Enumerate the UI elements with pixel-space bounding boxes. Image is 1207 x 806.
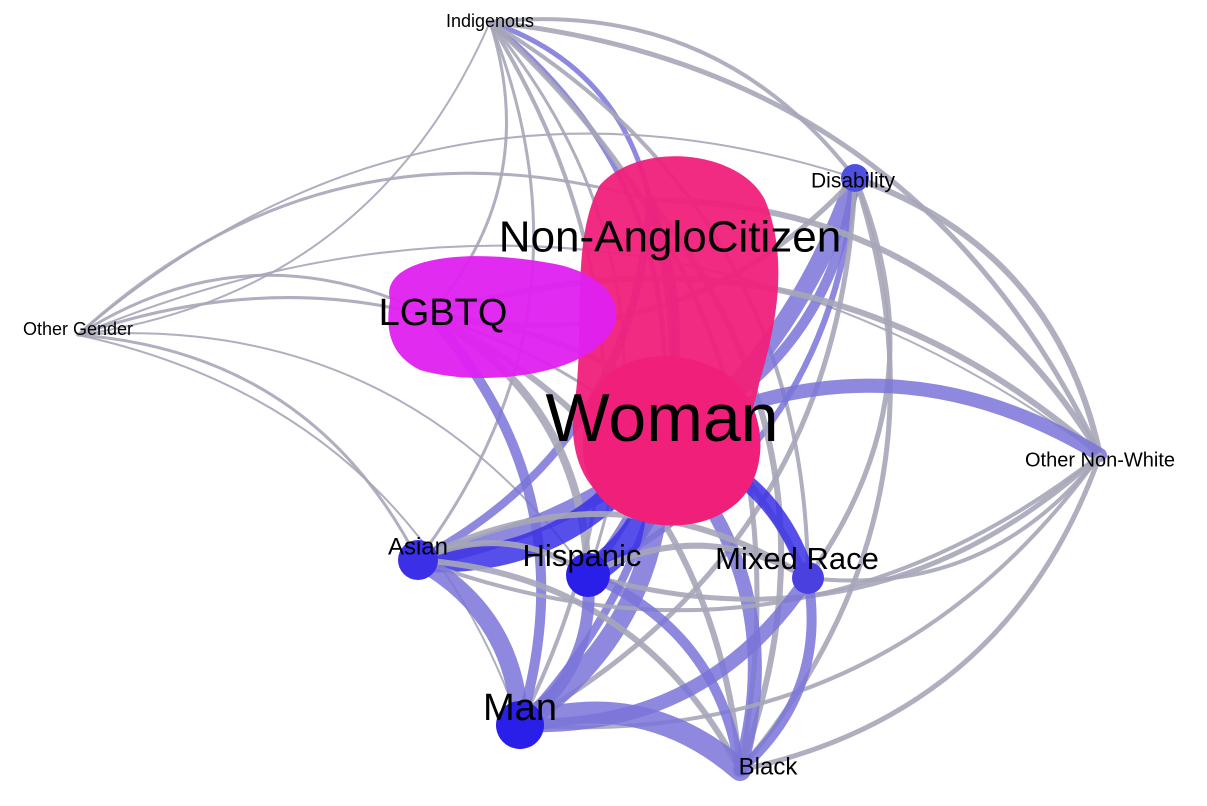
edge [487,19,1103,458]
node-label: Black [739,753,799,780]
man-node [496,701,544,749]
edge [585,452,1103,602]
edge [518,453,1102,730]
edge [488,17,857,180]
edge [77,334,521,726]
edge [806,453,1102,583]
woman-blob [582,356,761,526]
node-label: LGBTQ [379,292,508,334]
edge [415,557,743,773]
hispanic-node [566,553,610,597]
node-label: Woman [545,380,778,456]
edge [409,551,529,734]
node-blobs [388,156,869,749]
disability-node [841,164,869,192]
node-label: Mixed Race [715,541,879,576]
edge [737,452,1103,773]
edges [76,17,1107,781]
lgbtq-blob [388,256,617,378]
edge [852,175,1103,458]
edge [77,21,491,336]
asian-node [398,540,438,580]
edge [76,171,652,337]
edge [735,573,817,775]
labels: Indigenous Disability Non-AngloCitizen L… [23,11,1175,781]
node-label: Indigenous [446,11,534,31]
node-label: Non-AngloCitizen [499,213,841,262]
node-label: Asian [388,533,448,560]
edge [583,570,745,775]
edge [76,333,420,562]
edge [585,542,811,581]
node-label: Disability [811,170,896,193]
edge [416,453,1102,613]
node-label: Man [483,687,557,729]
node-label: Other Gender [23,319,133,339]
node-label: Other Non-White [1025,449,1175,471]
node-label: Hispanic [523,538,642,573]
edge [76,273,432,337]
edge [415,511,811,581]
mixed-race-node [792,562,824,594]
edge [509,701,751,781]
